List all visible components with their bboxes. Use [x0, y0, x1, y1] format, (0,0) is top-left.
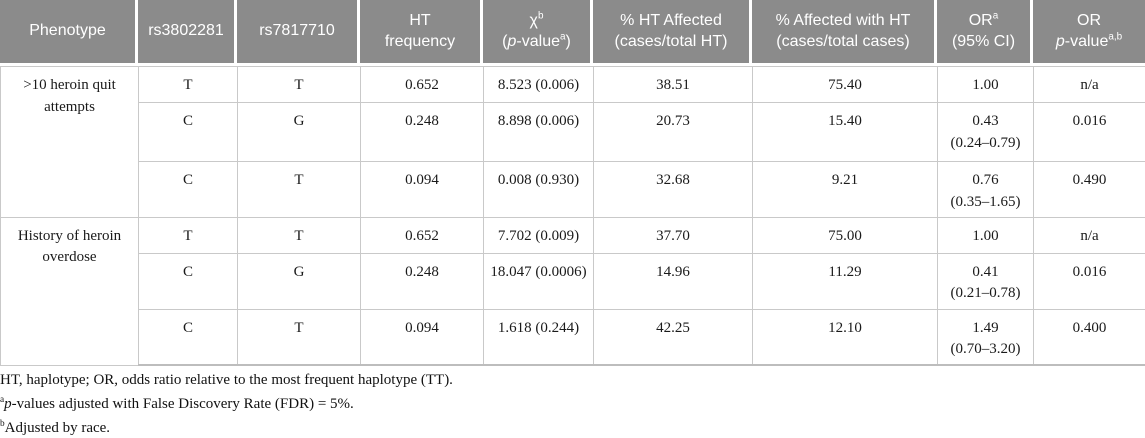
cell-ht-frequency: 0.094 [361, 162, 484, 218]
col-header-label-line1: χb [530, 11, 544, 31]
col-header-rs3802281: rs3802281 [138, 0, 237, 63]
cell-pct-ht-affected: 20.73 [594, 103, 753, 162]
superscript-b: b [538, 11, 544, 22]
col-header-label-line1: ORa [969, 11, 999, 31]
col-header-label: rs7817710 [259, 21, 335, 41]
col-header-label-line1: HT [409, 11, 430, 31]
footnote-race: bAdjusted by race. [0, 414, 1145, 438]
cell-pct-ht-affected: 37.70 [594, 217, 753, 253]
cell-pct-ht-affected: 38.51 [594, 67, 753, 103]
col-header-label-line1: % HT Affected [620, 11, 722, 31]
cell-rs3802281: T [139, 67, 238, 103]
cell-rs7817710: G [238, 253, 361, 309]
ci-range: (0.70–3.20) [942, 339, 1029, 361]
col-header-or-ci: ORa (95% CI) [937, 0, 1033, 63]
cell-chi-pvalue: 18.047 (0.0006) [484, 253, 594, 309]
col-header-chi-pvalue: χb (p-valuea) [483, 0, 593, 63]
cell-rs7817710: T [238, 162, 361, 218]
cell-rs7817710: G [238, 103, 361, 162]
col-header-label: Phenotype [29, 21, 106, 41]
ci-range: (0.21–0.78) [942, 283, 1029, 305]
col-header-label-line1: OR [1077, 11, 1101, 31]
table-header-row: Phenotype rs3802281 rs7817710 HT frequen… [0, 0, 1145, 63]
ci-range: (0.35–1.65) [942, 192, 1029, 214]
cell-or-ci: 0.41(0.21–0.78) [938, 253, 1034, 309]
col-header-label-line2: (cases/total HT) [615, 32, 728, 52]
cell-ht-frequency: 0.652 [361, 67, 484, 103]
col-header-rs7817710: rs7817710 [237, 0, 360, 63]
col-header-label: rs3802281 [148, 21, 224, 41]
table-row: History of heroin overdose T T 0.652 7.7… [1, 217, 1145, 253]
cell-rs3802281: C [139, 162, 238, 218]
col-header-phenotype: Phenotype [0, 0, 138, 63]
cell-pct-affected-with-ht: 9.21 [753, 162, 938, 218]
table-row: C G 0.248 18.047 (0.0006) 14.96 11.29 0.… [1, 253, 1145, 309]
cell-rs3802281: C [139, 253, 238, 309]
cell-chi-pvalue: 0.008 (0.930) [484, 162, 594, 218]
cell-rs7817710: T [238, 67, 361, 103]
cell-chi-pvalue: 8.523 (0.006) [484, 67, 594, 103]
cell-chi-pvalue: 7.702 (0.009) [484, 217, 594, 253]
col-header-pct-ht-affected: % HT Affected (cases/total HT) [593, 0, 752, 63]
cell-or-pvalue: n/a [1034, 217, 1145, 253]
cell-pct-affected-with-ht: 15.40 [753, 103, 938, 162]
footnote-fdr: ap-values adjusted with False Discovery … [0, 390, 1145, 414]
ci-range: (0.24–0.79) [942, 133, 1029, 155]
cell-pct-ht-affected: 14.96 [594, 253, 753, 309]
cell-or-pvalue: 0.016 [1034, 103, 1145, 162]
cell-ht-frequency: 0.248 [361, 103, 484, 162]
cell-ht-frequency: 0.248 [361, 253, 484, 309]
cell-rs7817710: T [238, 309, 361, 365]
col-header-label-line2: p-valuea,b [1056, 32, 1122, 52]
table-footnotes: HT, haplotype; OR, odds ratio relative t… [0, 370, 1145, 438]
cell-rs3802281: T [139, 217, 238, 253]
col-header-or-pvalue: OR p-valuea,b [1033, 0, 1145, 63]
cell-phenotype: >10 heroin quit attempts [1, 67, 139, 218]
col-header-label-line1: % Affected with HT [776, 11, 911, 31]
cell-or-pvalue: 0.490 [1034, 162, 1145, 218]
cell-pct-ht-affected: 42.25 [594, 309, 753, 365]
cell-pct-affected-with-ht: 75.40 [753, 67, 938, 103]
cell-ht-frequency: 0.094 [361, 309, 484, 365]
cell-chi-pvalue: 1.618 (0.244) [484, 309, 594, 365]
footnote-abbreviations: HT, haplotype; OR, odds ratio relative t… [0, 370, 1145, 390]
col-header-label-line2: (95% CI) [952, 32, 1015, 52]
cell-rs3802281: C [139, 103, 238, 162]
cell-chi-pvalue: 8.898 (0.006) [484, 103, 594, 162]
cell-rs7817710: T [238, 217, 361, 253]
table-row: C T 0.094 1.618 (0.244) 42.25 12.10 1.49… [1, 309, 1145, 365]
cell-ht-frequency: 0.652 [361, 217, 484, 253]
table-row: C T 0.094 0.008 (0.930) 32.68 9.21 0.76(… [1, 162, 1145, 218]
cell-pct-affected-with-ht: 11.29 [753, 253, 938, 309]
cell-rs3802281: C [139, 309, 238, 365]
cell-pct-affected-with-ht: 75.00 [753, 217, 938, 253]
superscript-ab: a,b [1108, 31, 1122, 42]
cell-pct-affected-with-ht: 12.10 [753, 309, 938, 365]
col-header-label-line2: (p-valuea) [502, 32, 571, 52]
cell-or-ci: 0.43(0.24–0.79) [938, 103, 1034, 162]
cell-or-ci: 1.00 [938, 217, 1034, 253]
cell-pct-ht-affected: 32.68 [594, 162, 753, 218]
cell-phenotype: History of heroin overdose [1, 217, 139, 365]
table-row: >10 heroin quit attempts T T 0.652 8.523… [1, 67, 1145, 103]
cell-or-pvalue: 0.016 [1034, 253, 1145, 309]
cell-or-ci: 0.76(0.35–1.65) [938, 162, 1034, 218]
col-header-ht-frequency: HT frequency [360, 0, 483, 63]
cell-or-ci: 1.49(0.70–3.20) [938, 309, 1034, 365]
col-header-label-line2: frequency [385, 32, 455, 52]
cell-or-ci: 1.00 [938, 67, 1034, 103]
cell-or-pvalue: n/a [1034, 67, 1145, 103]
col-header-pct-affected-with-ht: % Affected with HT (cases/total cases) [752, 0, 937, 63]
table-row: C G 0.248 8.898 (0.006) 20.73 15.40 0.43… [1, 103, 1145, 162]
table-body: >10 heroin quit attempts T T 0.652 8.523… [0, 66, 1145, 366]
superscript-a: a [993, 11, 999, 22]
col-header-label-line2: (cases/total cases) [776, 32, 909, 52]
cell-or-pvalue: 0.400 [1034, 309, 1145, 365]
